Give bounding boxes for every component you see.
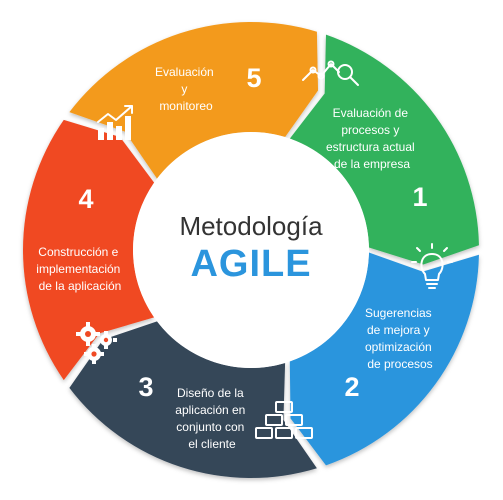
center-title: Metodología	[179, 211, 323, 241]
segment-4-number: 4	[78, 184, 93, 214]
segment-1: 1 Evaluación de procesos y estructura ac…	[302, 60, 428, 212]
analytics-magnifier-icon	[302, 60, 359, 86]
segment-1-label: Evaluación de procesos y estructura actu…	[326, 106, 418, 171]
bar-chart-growth-icon	[97, 105, 133, 140]
segment-4-arc	[23, 119, 155, 381]
segment-2-label: Sugerencias de mejora y optimización de …	[365, 306, 435, 371]
segment-3-label: Diseño de la aplicación en conjunto con …	[175, 386, 248, 451]
segment-1-number: 1	[412, 182, 427, 212]
segment-5-arc	[69, 21, 319, 179]
segment-1-arc	[289, 34, 479, 265]
gears-icon	[76, 322, 117, 364]
center-disc	[133, 132, 369, 368]
segment-3-number: 3	[138, 372, 153, 402]
lightbulb-icon	[411, 243, 453, 289]
segment-3-arc	[69, 321, 317, 478]
segment-5-label: Evaluación y monitoreo	[155, 65, 217, 113]
center-subtitle: AGILE	[190, 243, 311, 285]
segment-5: 5 Evaluación y monitoreo	[97, 63, 262, 140]
segment-2-number: 2	[344, 372, 359, 402]
bricks-icon	[255, 401, 313, 439]
segment-2-arc	[289, 252, 479, 466]
segment-4: 4 Construcción e implementación de la ap…	[36, 184, 123, 364]
segment-5-number: 5	[246, 63, 261, 93]
segment-4-label: Construcción e implementación de la apli…	[36, 245, 123, 293]
segment-2: 2 Sugerencias de mejora y optimización d…	[344, 243, 453, 402]
segment-3: 3 Diseño de la aplicación en conjunto co…	[138, 372, 313, 451]
